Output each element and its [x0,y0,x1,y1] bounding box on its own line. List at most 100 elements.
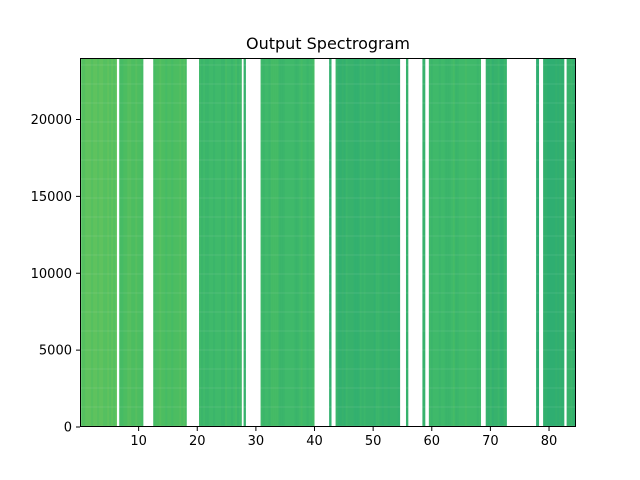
segment-streak [551,58,554,427]
segment-streak [183,58,186,427]
segment-fill [405,58,409,427]
segment-streak [141,58,144,427]
segment-streak [489,58,492,427]
frequency-band [80,140,576,142]
segment-streak [570,58,573,427]
segment-streak [165,58,168,427]
x-tick-label: 60 [423,434,440,449]
segment-streak [377,58,380,427]
segment-streak [282,58,285,427]
spectrogram-segment [243,58,246,427]
segment-streak [387,58,390,427]
segment-streak [557,58,560,427]
segment-streak [329,58,332,427]
segment-streak [438,58,441,427]
segment-fill [119,58,144,427]
y-tick-label: 5000 [39,344,72,359]
y-tick-label: 10000 [31,267,72,282]
spectrogram-segment [543,58,565,427]
frequency-band [80,349,576,351]
x-tick-label: 10 [130,434,147,449]
segment-streak [276,58,279,427]
x-tick-label: 70 [482,434,499,449]
frequency-band [80,387,576,389]
segment-streak [270,58,273,427]
y-tick-label: 15000 [31,190,72,205]
segment-streak [235,58,238,427]
segment-streak [119,58,122,427]
segment-streak [444,58,447,427]
chart-title: Output Spectrogram [246,34,410,53]
segment-streak [201,58,204,427]
segment-streak [561,58,564,427]
segment-streak [83,58,86,427]
frequency-band [80,64,576,66]
x-axis: 10 20 30 40 50 60 70 80 [130,427,557,449]
segment-streak [476,58,479,427]
segment-streak [225,58,228,427]
segment-streak [553,58,556,427]
segment-streak [497,58,500,427]
frequency-band [80,330,576,332]
segment-streak [237,58,240,427]
segment-streak [205,58,208,427]
x-tick-label: 20 [189,434,206,449]
segment-streak [129,58,132,427]
segment-streak [456,58,459,427]
segment-streak [353,58,356,427]
segment-streak [335,58,338,427]
segment-streak [159,58,162,427]
plot-frame [80,58,576,427]
segment-streak [81,58,84,427]
plot-area [80,58,576,427]
spectrogram-segment [335,58,401,427]
segment-streak [171,58,174,427]
frequency-band [80,254,576,256]
frequency-band [80,121,576,123]
spectrogram-segment [199,58,242,427]
segment-streak [312,58,315,427]
segment-streak [185,58,187,427]
segment-streak [207,58,210,427]
spectrogram-segment [405,58,409,427]
segment-streak [179,58,182,427]
segment-streak [135,58,138,427]
segment-streak [448,58,451,427]
frequency-band [80,273,576,275]
segment-streak [381,58,384,427]
segment-streak [105,58,108,427]
segment-streak [231,58,234,427]
segment-streak [97,58,100,427]
spectrogram-segment [153,58,187,427]
spectrogram-segment [81,58,117,427]
segment-streak [337,58,340,427]
segment-streak [357,58,360,427]
segment-streak [555,58,558,427]
segment-streak [339,58,342,427]
segment-streak [91,58,94,427]
segment-streak [559,58,562,427]
segment-streak [545,58,548,427]
segment-streak [262,58,265,427]
segment-streak [221,58,224,427]
y-tick-label: 0 [64,421,72,436]
segment-streak [430,58,433,427]
segment-streak [213,58,216,427]
frequency-band [80,368,576,370]
segment-streak [452,58,455,427]
segment-streak [268,58,271,427]
segment-streak [272,58,275,427]
x-tick-label: 50 [365,434,382,449]
segment-streak [503,58,506,427]
segment-streak [487,58,490,427]
frequency-band [80,311,576,313]
segment-streak [373,58,376,427]
segment-streak [343,58,346,427]
segment-streak [363,58,366,427]
frequency-band [80,102,576,104]
frequency-band [80,406,576,408]
segment-streak [464,58,467,427]
segment-streak [153,58,156,427]
x-tick-label: 40 [306,434,323,449]
